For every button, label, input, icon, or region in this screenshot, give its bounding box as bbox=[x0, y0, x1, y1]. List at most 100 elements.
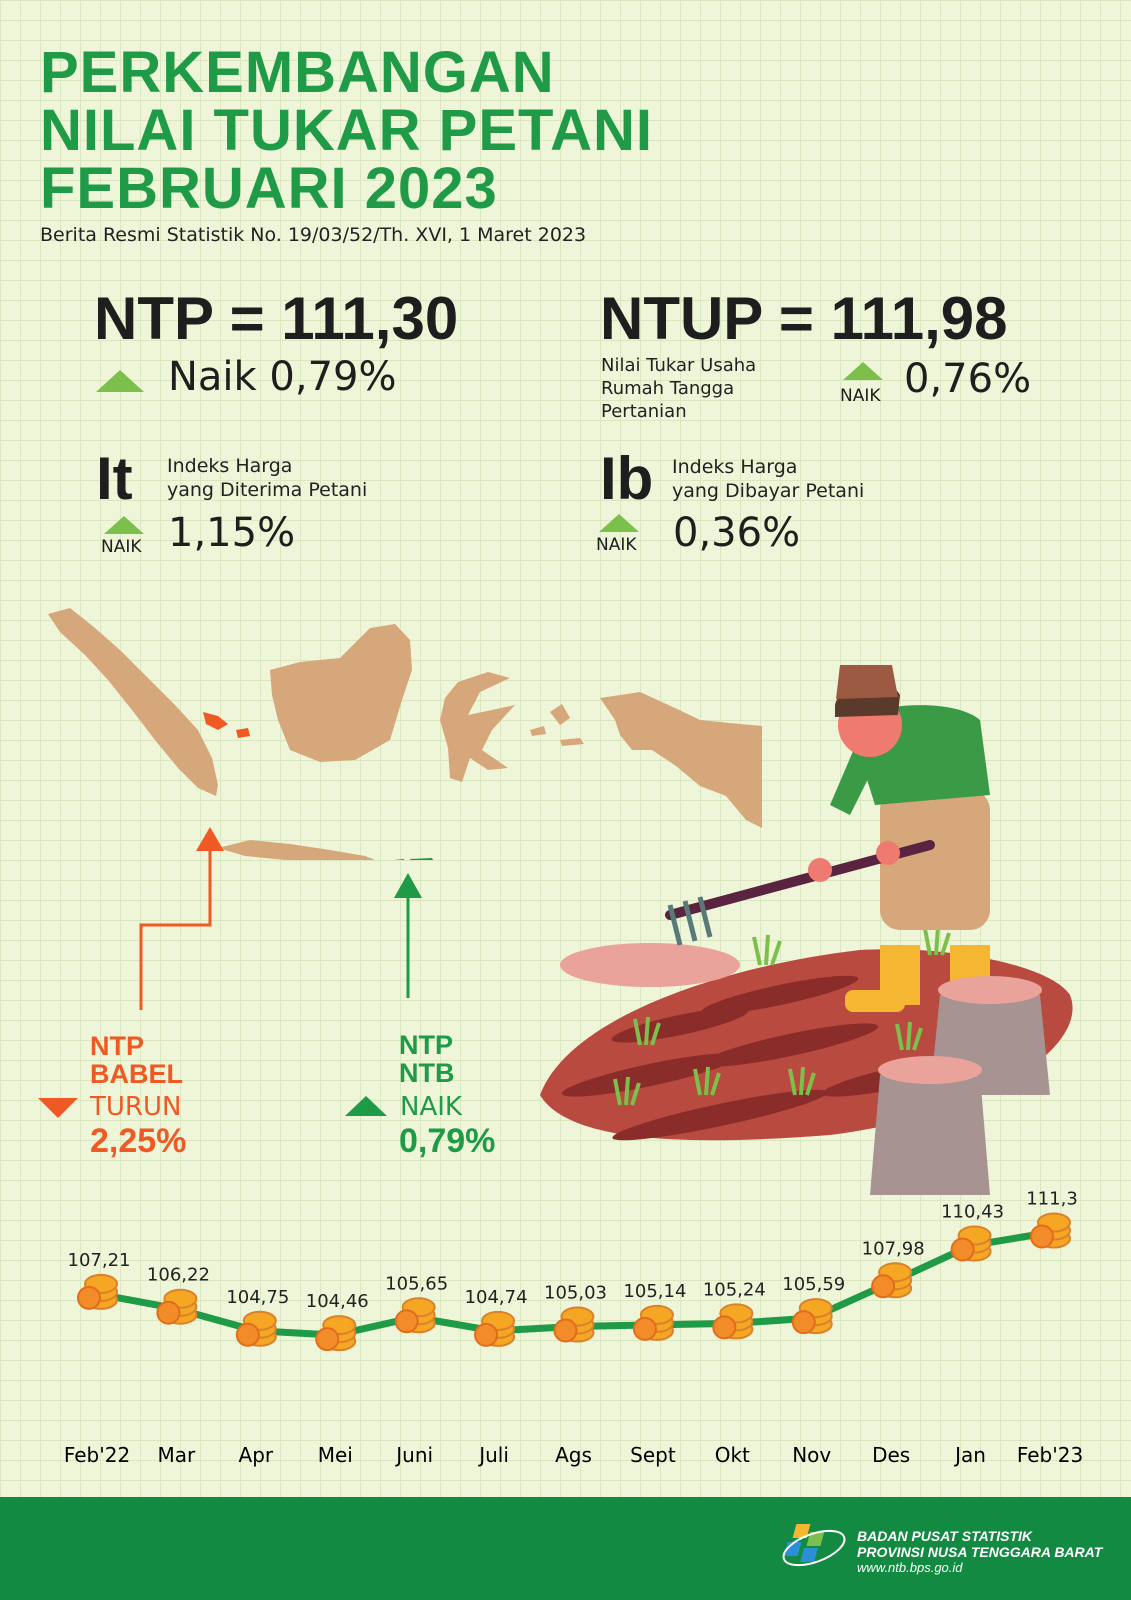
subtitle: Berita Resmi Statistik No. 19/03/52/Th. … bbox=[40, 224, 587, 246]
ntb-label-line: NTB bbox=[399, 1058, 455, 1088]
chart-label-layer: 107,21 106,22 104,75 104,46 105,65 104,74 105,… bbox=[68, 1189, 1078, 1313]
coin-stack-point bbox=[632, 1304, 674, 1341]
it-status: NAIK bbox=[101, 537, 142, 557]
ntb-label-line: NTP bbox=[399, 1030, 453, 1060]
ib-change: 0,36% bbox=[673, 510, 801, 556]
ntb-label: NTP NTB bbox=[399, 1031, 455, 1087]
data-value-label: 107,98 bbox=[862, 1238, 925, 1259]
bps-org-line: BADAN PUSAT STATISTIK bbox=[857, 1528, 1032, 1544]
bps-logo-icon bbox=[782, 1524, 846, 1567]
ib-desc-line: Indeks Harga bbox=[672, 456, 798, 478]
page-title: PERKEMBANGAN NILAI TUKAR PETANI FEBRUARI… bbox=[40, 44, 653, 218]
ntb-status: NAIK bbox=[400, 1092, 462, 1122]
it-letter: It bbox=[96, 445, 133, 512]
babel-down-arrow-icon bbox=[38, 1098, 78, 1118]
x-axis-month-label: Feb'23 bbox=[1017, 1443, 1083, 1467]
coin-stack-point bbox=[712, 1303, 754, 1340]
data-value-label: 105,59 bbox=[782, 1274, 845, 1295]
ntb-up-arrow-icon bbox=[345, 1096, 387, 1116]
ib-letter: Ib bbox=[600, 445, 654, 512]
babel-label-line: NTP bbox=[90, 1031, 144, 1061]
data-value-label: 107,21 bbox=[68, 1250, 131, 1271]
data-value-label: 110,43 bbox=[941, 1202, 1004, 1223]
ntup-headline: NTUP = 111,98 bbox=[600, 285, 1008, 352]
ib-description: Indeks Harga yang Dibayar Petani bbox=[672, 455, 864, 503]
it-desc-line: yang Diterima Petani bbox=[167, 479, 368, 501]
coin-stack-point bbox=[235, 1310, 277, 1347]
data-value-label: 104,75 bbox=[226, 1287, 289, 1308]
coin-stack-point bbox=[791, 1298, 833, 1335]
indonesia-map bbox=[48, 608, 762, 860]
it-up-arrow-icon bbox=[104, 516, 144, 534]
babel-label: NTP BABEL bbox=[90, 1032, 183, 1088]
ntup-status: NAIK bbox=[840, 386, 881, 406]
it-change: 1,15% bbox=[168, 510, 296, 556]
farmer bbox=[665, 665, 990, 1012]
coin-stack-point bbox=[474, 1310, 516, 1347]
bps-url[interactable]: www.ntb.bps.go.id bbox=[857, 1560, 963, 1575]
babel-status: TURUN bbox=[90, 1092, 182, 1122]
map-ntb-highlight bbox=[394, 858, 433, 860]
data-value-label: 105,14 bbox=[623, 1281, 686, 1302]
babel-label-line: BABEL bbox=[90, 1059, 183, 1089]
data-value-label: 105,24 bbox=[703, 1279, 766, 1300]
it-description: Indeks Harga yang Diterima Petani bbox=[167, 454, 367, 502]
data-value-label: 106,22 bbox=[147, 1265, 210, 1286]
babel-pointer-arrow bbox=[139, 827, 224, 1010]
chart-month-layer: Feb'22 Mar Apr Mei Juni Juli Ags Sept Okt Nov Des J… bbox=[64, 1443, 1083, 1467]
x-axis-month-label: Okt bbox=[715, 1443, 750, 1467]
ntp-line-chart: 107,21 106,22 104,75 104,46 105,65 104,74 105,… bbox=[64, 1189, 1083, 1468]
ntp-headline: NTP = 111,30 bbox=[94, 285, 459, 352]
data-value-label: 111,3 bbox=[1026, 1189, 1078, 1210]
ntup-description: Nilai Tukar Usaha Rumah Tangga Pertanian bbox=[601, 354, 756, 423]
map-kalimantan bbox=[270, 624, 412, 762]
x-axis-month-label: Juli bbox=[477, 1443, 509, 1467]
coin-stack-point bbox=[77, 1273, 118, 1310]
coin-stack-point bbox=[156, 1288, 198, 1325]
ntp-change: Naik 0,79% bbox=[168, 354, 397, 400]
x-axis-month-label: Jan bbox=[953, 1443, 986, 1467]
x-axis-month-label: Nov bbox=[792, 1443, 831, 1467]
ntup-change: 0,76% bbox=[904, 356, 1032, 402]
map-sulawesi bbox=[440, 672, 515, 782]
title-line-3: FEBRUARI 2023 bbox=[40, 156, 498, 221]
bps-org-line: PROVINSI NUSA TENGGARA BARAT bbox=[857, 1544, 1103, 1560]
x-axis-month-label: Juni bbox=[394, 1443, 433, 1467]
ntup-desc-line: Pertanian bbox=[601, 401, 687, 422]
data-value-label: 105,03 bbox=[544, 1283, 607, 1304]
ntup-desc-line: Rumah Tangga bbox=[601, 378, 735, 399]
map-sumatra bbox=[48, 608, 218, 796]
bps-org-text: BADAN PUSAT STATISTIK PROVINSI NUSA TENG… bbox=[857, 1528, 1102, 1576]
coin-stack-point bbox=[950, 1225, 992, 1262]
coin-stack-point bbox=[871, 1262, 913, 1299]
x-axis-month-label: Mar bbox=[158, 1443, 197, 1467]
map-papua bbox=[600, 692, 762, 828]
x-axis-month-label: Feb'22 bbox=[64, 1443, 130, 1467]
x-axis-month-label: Ags bbox=[555, 1443, 592, 1467]
ntup-up-arrow-icon bbox=[843, 362, 883, 380]
it-desc-line: Indeks Harga bbox=[167, 455, 293, 477]
coin-stack-point bbox=[394, 1297, 436, 1334]
map-maluku bbox=[530, 704, 584, 746]
footer-bar bbox=[0, 1497, 1131, 1600]
data-value-label: 105,65 bbox=[385, 1273, 448, 1294]
ntup-desc-line: Nilai Tukar Usaha bbox=[601, 355, 757, 376]
map-java bbox=[218, 840, 375, 860]
x-axis-month-label: Sept bbox=[630, 1443, 676, 1467]
data-value-label: 104,74 bbox=[465, 1287, 528, 1308]
ib-status: NAIK bbox=[596, 535, 637, 555]
farmer-illustration bbox=[540, 665, 1073, 1195]
x-axis-month-label: Des bbox=[872, 1443, 910, 1467]
data-value-label: 104,46 bbox=[306, 1291, 369, 1312]
title-line-1: PERKEMBANGAN bbox=[40, 40, 555, 105]
title-line-2: NILAI TUKAR PETANI bbox=[40, 98, 654, 163]
ntp-up-arrow-icon bbox=[96, 370, 144, 392]
ntb-change: 0,79% bbox=[399, 1122, 496, 1160]
x-axis-month-label: Apr bbox=[239, 1443, 274, 1467]
coin-stack-point bbox=[315, 1315, 357, 1352]
chart-marker-layer bbox=[77, 1212, 1071, 1352]
x-axis-month-label: Mei bbox=[318, 1443, 353, 1467]
coin-stack-point bbox=[553, 1306, 595, 1343]
grain-sacks bbox=[870, 976, 1050, 1195]
ntb-pointer-arrow bbox=[394, 873, 422, 998]
